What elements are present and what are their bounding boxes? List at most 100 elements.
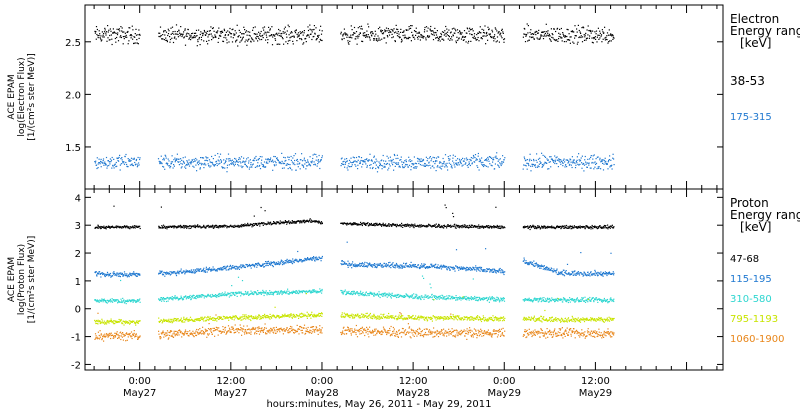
data-point: [101, 272, 103, 274]
data-point: [553, 161, 555, 163]
data-point: [103, 299, 105, 301]
data-point: [119, 276, 121, 278]
data-point: [298, 260, 300, 262]
data-point: [540, 35, 542, 37]
data-point: [364, 34, 366, 36]
data-point: [437, 264, 439, 266]
data-point: [104, 164, 107, 166]
data-point: [207, 43, 209, 45]
data-point: [440, 268, 443, 270]
data-point: [469, 29, 471, 31]
data-point: [373, 155, 375, 157]
data-point: [590, 228, 592, 230]
data-point: [252, 224, 254, 227]
data-point: [460, 226, 462, 228]
data-point: [193, 166, 195, 168]
data-point: [234, 34, 236, 36]
data-point: [188, 227, 190, 230]
data-point: [312, 291, 314, 293]
data-point: [238, 226, 240, 228]
data-point: [198, 36, 200, 39]
data-point: [259, 156, 261, 158]
data-point: [474, 225, 476, 227]
data-point: [588, 37, 590, 39]
data-point: [158, 32, 160, 34]
data-point: [134, 227, 136, 229]
data-point: [298, 289, 300, 292]
data-point: [376, 171, 379, 173]
data-point: [241, 33, 243, 35]
data-point: [523, 259, 525, 261]
data-point: [383, 262, 386, 265]
data-point: [120, 35, 122, 37]
data-point: [103, 164, 105, 166]
data-point: [109, 28, 111, 30]
data-point: [228, 266, 230, 268]
data-point: [235, 268, 237, 270]
data-point: [417, 264, 420, 266]
data-point: [216, 269, 218, 271]
data-point: [202, 157, 205, 159]
data-point: [424, 267, 427, 269]
data-point: [361, 28, 363, 30]
proton-plot-frame: [84, 188, 724, 371]
data-point: [302, 34, 304, 36]
data-point: [255, 292, 258, 294]
data-point: [293, 261, 295, 263]
data-point: [399, 267, 401, 269]
data-point: [345, 160, 347, 163]
data-point: [541, 31, 543, 33]
data-point: [265, 291, 267, 293]
data-point: [546, 34, 548, 36]
data-point: [133, 226, 135, 228]
data-point: [120, 158, 122, 160]
data-point: [608, 29, 610, 31]
data-point: [365, 163, 367, 165]
data-point: [587, 25, 589, 27]
data-point: [487, 226, 489, 228]
data-point: [525, 226, 527, 228]
electron-ytick-label: 2.5: [65, 38, 81, 49]
data-point: [495, 206, 497, 208]
data-point: [316, 259, 318, 261]
electron-ytick-label: 2.0: [65, 90, 81, 101]
data-point: [526, 33, 528, 36]
data-point: [167, 226, 169, 228]
data-point: [164, 34, 166, 36]
data-point: [317, 220, 320, 222]
data-point: [608, 226, 610, 228]
data-point: [545, 268, 547, 270]
data-point: [414, 264, 416, 266]
data-point: [394, 223, 397, 226]
data-point: [538, 226, 540, 228]
data-point: [350, 36, 352, 38]
data-point: [266, 262, 269, 264]
data-point: [553, 28, 555, 30]
data-point: [207, 269, 209, 271]
data-point: [408, 36, 410, 38]
data-point: [401, 264, 403, 266]
data-point: [99, 33, 101, 35]
data-point: [385, 225, 387, 227]
data-point: [392, 265, 394, 267]
data-point: [115, 226, 117, 228]
data-point: [105, 228, 107, 230]
data-point: [231, 29, 233, 31]
data-point: [220, 269, 222, 271]
data-point: [522, 36, 524, 38]
data-point: [397, 264, 399, 267]
data-point: [432, 39, 435, 41]
data-point: [589, 167, 591, 169]
data-point: [585, 161, 587, 163]
data-point: [439, 36, 441, 38]
data-point: [549, 226, 551, 228]
data-point: [130, 160, 132, 162]
data-point: [394, 224, 396, 226]
data-point: [258, 37, 260, 39]
data-point: [271, 291, 273, 293]
data-point: [585, 273, 587, 275]
data-point: [266, 294, 268, 296]
data-point: [369, 265, 371, 267]
data-point: [105, 163, 107, 165]
data-point: [551, 158, 553, 160]
